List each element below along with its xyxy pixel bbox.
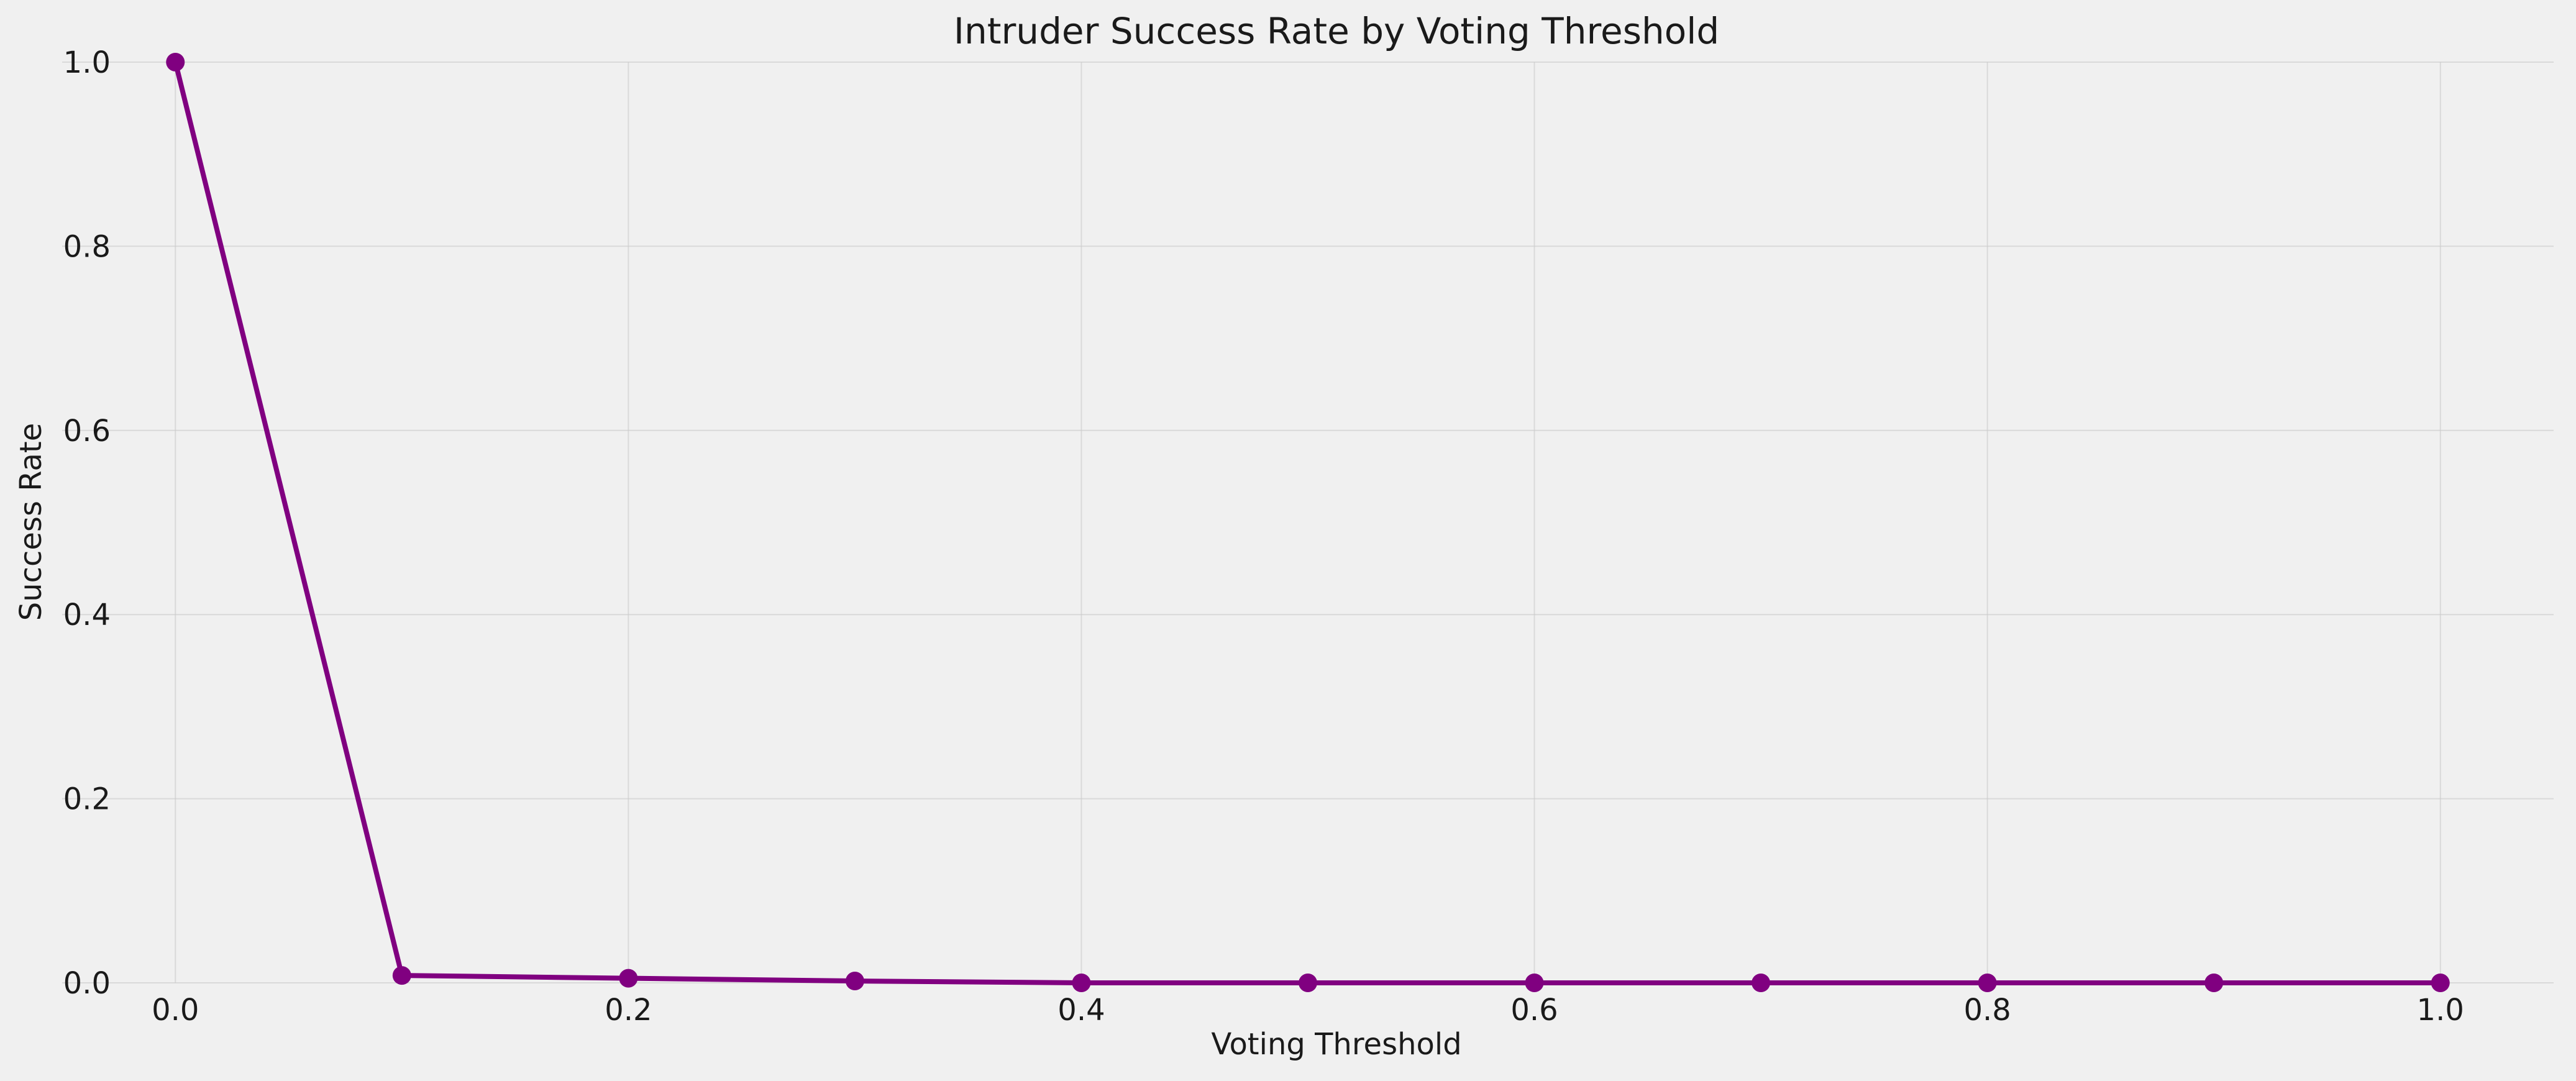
x-tick-label: 0.6: [1510, 993, 1558, 1028]
data-point: [1299, 974, 1317, 992]
x-axis-label: Voting Threshold: [1211, 1027, 1461, 1062]
data-point: [1072, 974, 1091, 992]
x-tick-label: 0.8: [1963, 993, 2011, 1028]
data-point: [619, 969, 638, 988]
y-axis-label: Success Rate: [14, 423, 48, 621]
x-tick-label: 0.4: [1057, 993, 1105, 1028]
x-tick-label: 0.0: [152, 993, 199, 1028]
data-point: [1525, 974, 1544, 992]
data-point: [392, 966, 411, 985]
y-tick-label: 0.8: [63, 229, 111, 264]
y-tick-label: 0.4: [63, 598, 111, 632]
data-point: [2431, 974, 2450, 992]
tick-labels: 0.0 0.2 0.4 0.6 0.8 1.0 0.0 0.2 0.4 0.6 0.8 1.0: [63, 45, 2464, 1028]
y-tick-label: 0.0: [63, 966, 111, 1001]
chart-title: Intruder Success Rate by Voting Threshol…: [954, 10, 1719, 52]
data-point: [166, 53, 185, 71]
series-group: [166, 53, 2450, 992]
y-tick-label: 0.6: [63, 414, 111, 449]
y-tick-label: 0.2: [63, 782, 111, 817]
data-point: [845, 972, 864, 991]
y-tick-label: 1.0: [63, 45, 111, 80]
data-point: [1978, 974, 1997, 992]
x-tick-label: 0.2: [605, 993, 652, 1028]
data-point: [2204, 974, 2224, 992]
data-point: [1752, 974, 1771, 992]
x-tick-label: 1.0: [2417, 993, 2464, 1028]
